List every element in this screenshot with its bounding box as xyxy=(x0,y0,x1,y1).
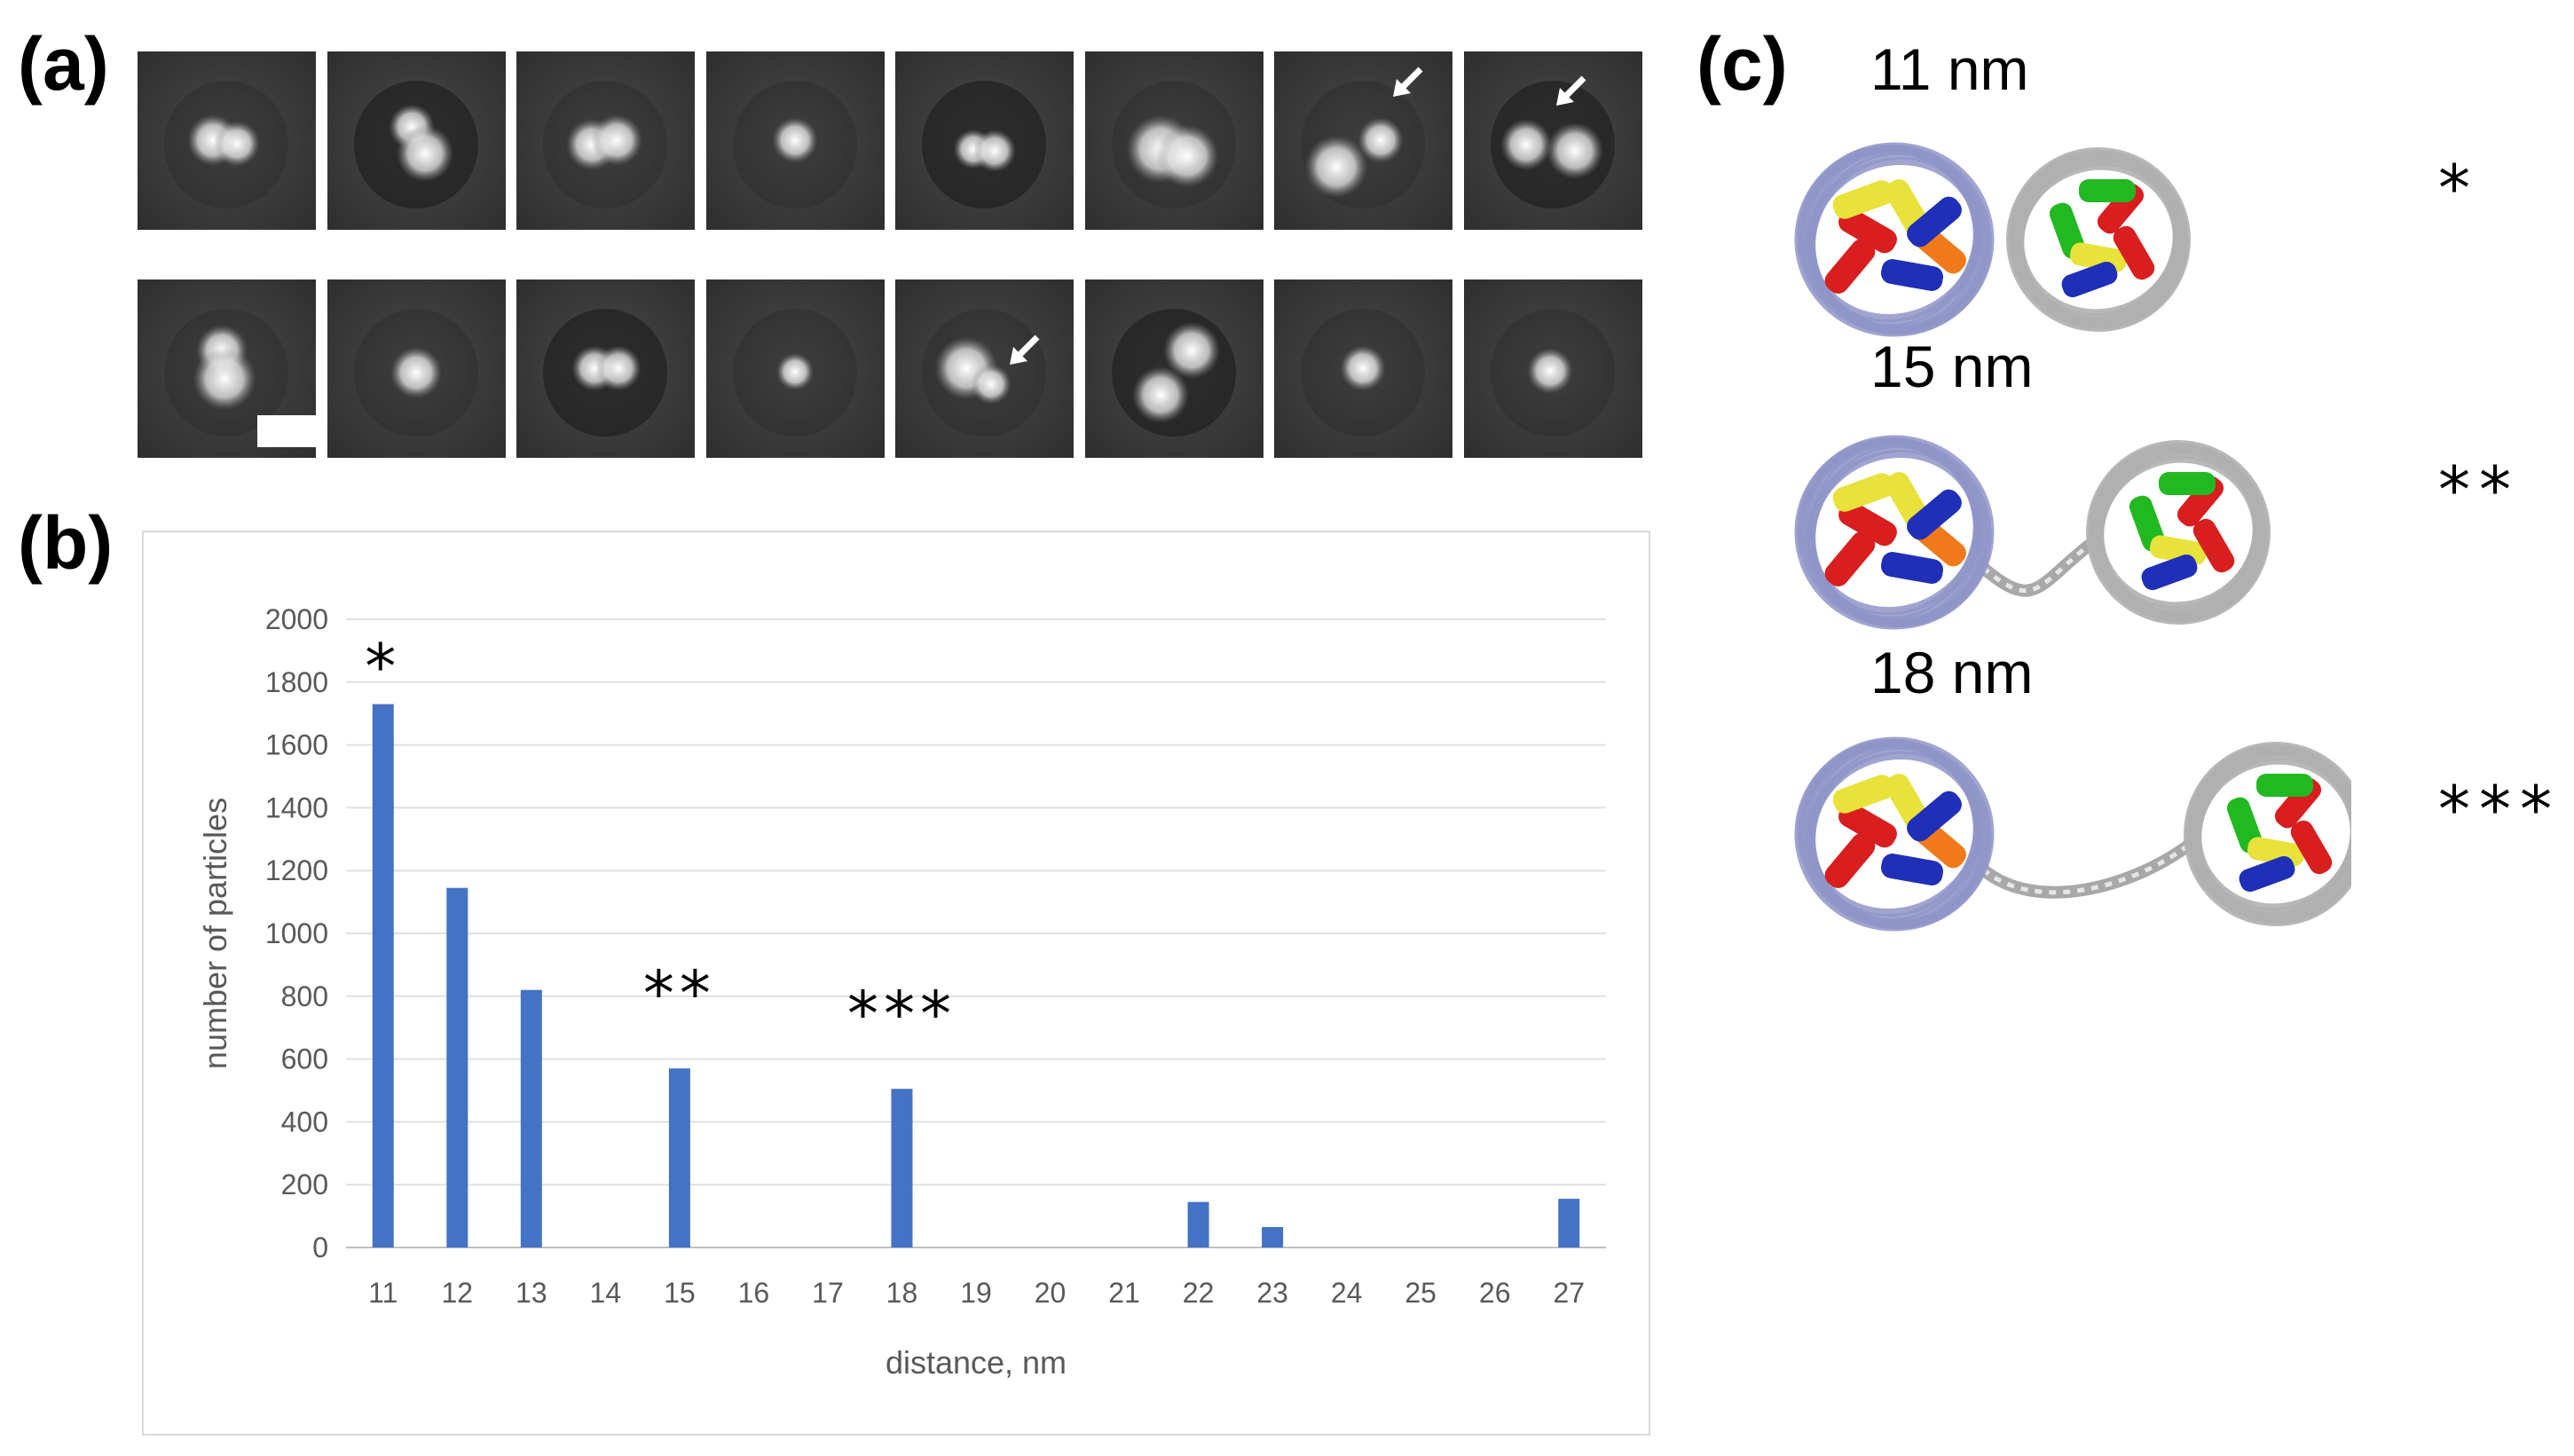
x-tick-label: 17 xyxy=(812,1277,844,1309)
y-tick-label: 200 xyxy=(281,1169,328,1200)
panel-label-a: (a) xyxy=(18,22,109,106)
significance-marker: ** xyxy=(2438,453,2520,527)
class-average-image xyxy=(327,279,506,458)
x-tick-label: 21 xyxy=(1108,1277,1140,1309)
class-average-image xyxy=(705,51,885,230)
significance-marker: * xyxy=(2438,151,2479,225)
class-average-image xyxy=(327,51,506,230)
model-distance-label: 15 nm xyxy=(1870,334,2034,399)
bar xyxy=(520,989,542,1247)
x-axis-title: distance, nm xyxy=(886,1344,1067,1381)
bar xyxy=(1558,1199,1580,1247)
nucleosome-model xyxy=(2006,147,2191,332)
class-average-image xyxy=(895,279,1074,458)
chart-bars xyxy=(372,704,1580,1247)
y-axis-title: number of particles xyxy=(197,798,233,1069)
y-tick-label: 0 xyxy=(312,1232,328,1263)
nucleosome-model xyxy=(2184,742,2351,926)
y-tick-label: 1600 xyxy=(265,729,328,761)
linker-dna xyxy=(1979,536,2098,597)
pointer-arrow-icon xyxy=(1393,67,1423,97)
x-tick-label: 12 xyxy=(441,1277,473,1309)
model-distance-label: 11 nm xyxy=(1870,36,2029,102)
bar xyxy=(372,704,394,1247)
dinucleosome-model xyxy=(1794,435,2271,630)
pointer-arrow-icon xyxy=(1010,334,1040,365)
bar xyxy=(891,1089,913,1247)
significance-marker: ** xyxy=(643,957,716,1030)
class-average-image xyxy=(1463,279,1642,458)
x-tick-label: 16 xyxy=(738,1277,770,1309)
nucleosome-model xyxy=(1794,736,1995,932)
y-tick-label: 800 xyxy=(281,980,328,1012)
class-average-image xyxy=(1274,279,1452,458)
class-average-image xyxy=(138,51,316,230)
x-tick-label: 20 xyxy=(1035,1277,1067,1309)
chart-annotations: *** *** xyxy=(365,631,956,1051)
class-average-image xyxy=(138,279,316,458)
y-tick-label: 1800 xyxy=(265,666,328,698)
class-average-image xyxy=(1084,279,1263,458)
scale-bar xyxy=(257,415,319,447)
bar xyxy=(446,887,468,1247)
class-average-image xyxy=(516,51,695,230)
dinucleosome-model xyxy=(1794,736,2351,932)
model-distance-label: 18 nm xyxy=(1870,640,2034,705)
x-tick-label: 23 xyxy=(1256,1277,1288,1309)
micrograph-grid xyxy=(138,51,1648,458)
class-average-image xyxy=(1463,51,1642,230)
significance-marker: * xyxy=(365,631,401,704)
linker-dna xyxy=(1979,838,2196,899)
x-tick-label: 15 xyxy=(664,1277,696,1309)
panel-label-c: (c) xyxy=(1696,22,1788,106)
panel-label-b: (b) xyxy=(18,501,114,585)
dinucleosome-model xyxy=(1794,142,2191,337)
significance-marker: *** xyxy=(2438,772,2561,846)
nucleosome-model xyxy=(2086,440,2271,625)
nucleosome-model xyxy=(1794,142,1995,337)
x-tick-label: 11 xyxy=(368,1277,398,1309)
class-average-image xyxy=(895,51,1074,230)
x-tick-label: 27 xyxy=(1553,1277,1585,1309)
y-tick-label: 1200 xyxy=(265,854,328,886)
x-axis-ticks: 11 12 13 14 15 16 17 18 19 20 21 22 23 24 25 26 27 xyxy=(368,1277,1585,1309)
y-tick-label: 2000 xyxy=(265,603,328,635)
x-tick-label: 22 xyxy=(1183,1277,1215,1309)
bar xyxy=(668,1068,690,1247)
y-tick-label: 1000 xyxy=(265,917,328,949)
pointer-arrow-icon xyxy=(1555,75,1586,106)
x-tick-label: 13 xyxy=(516,1277,547,1309)
class-average-image xyxy=(516,279,695,458)
y-tick-label: 1400 xyxy=(265,791,328,823)
x-tick-label: 18 xyxy=(886,1277,918,1309)
x-tick-label: 24 xyxy=(1331,1277,1363,1309)
y-axis-ticks: 0 200 400 600 800 1000 1200 1400 1600 1800 2000 xyxy=(265,603,328,1263)
significance-marker: *** xyxy=(847,978,956,1051)
class-average-image xyxy=(1274,51,1452,230)
y-tick-label: 400 xyxy=(281,1106,328,1137)
class-average-image xyxy=(1084,51,1263,230)
bar xyxy=(1262,1226,1284,1247)
x-tick-label: 25 xyxy=(1405,1277,1437,1309)
bar-chart: 0 200 400 600 800 1000 1200 1400 1600 1800 2000 11… xyxy=(197,603,1606,1381)
nucleosome-model xyxy=(1794,435,1995,630)
bar xyxy=(1187,1201,1209,1247)
chart-gridlines xyxy=(346,618,1606,1248)
y-tick-label: 600 xyxy=(281,1043,328,1075)
x-tick-label: 14 xyxy=(590,1277,622,1309)
x-tick-label: 19 xyxy=(960,1277,992,1309)
class-average-image xyxy=(705,279,885,458)
x-tick-label: 26 xyxy=(1479,1277,1511,1309)
